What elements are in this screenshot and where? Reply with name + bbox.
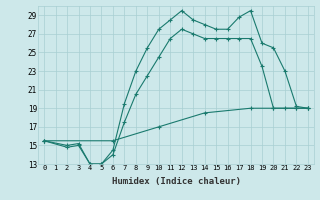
X-axis label: Humidex (Indice chaleur): Humidex (Indice chaleur) (111, 177, 241, 186)
